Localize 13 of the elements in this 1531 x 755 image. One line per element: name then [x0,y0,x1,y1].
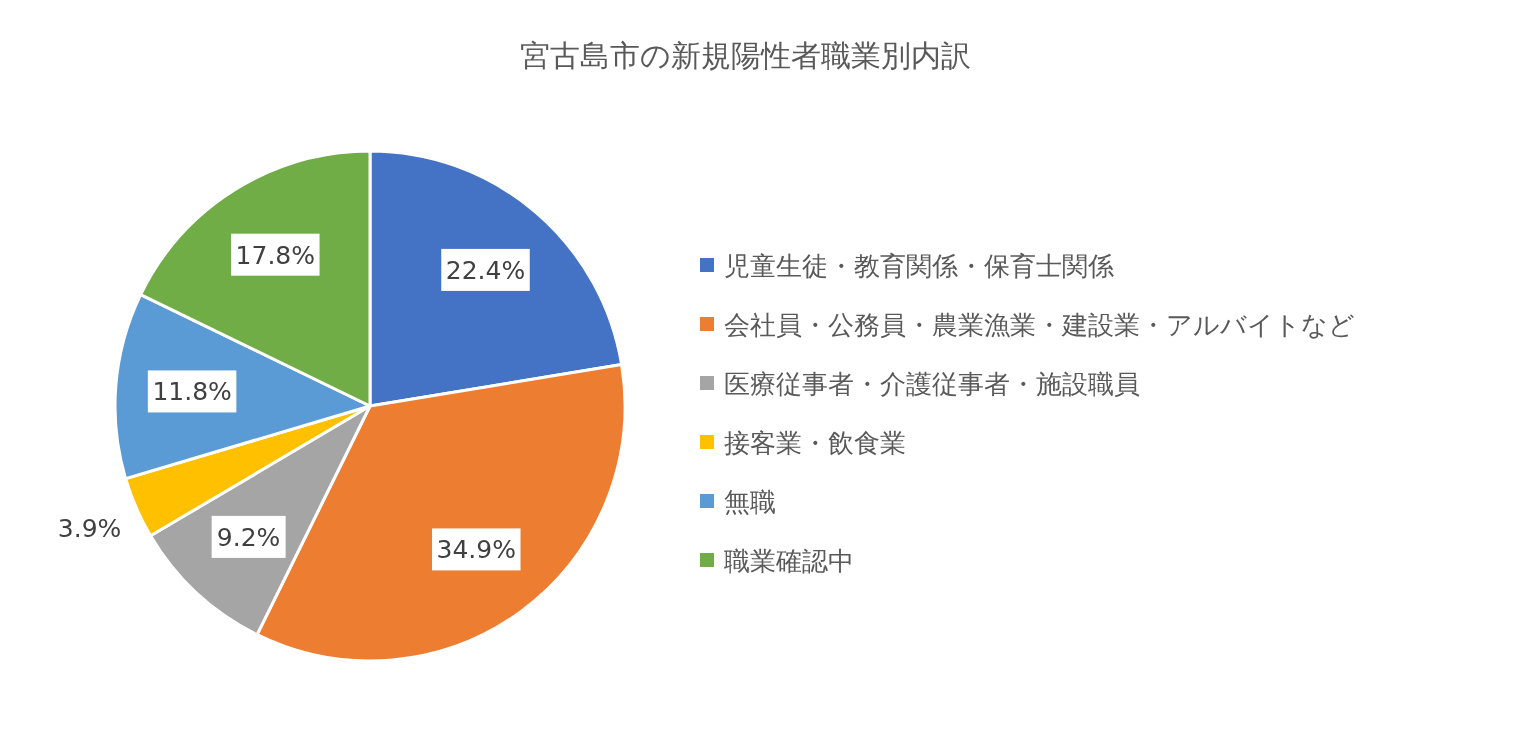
data-label: 34.9% [436,535,516,565]
legend-label: 児童生徒・教育関係・保育士関係 [724,251,1114,281]
legend-label: 職業確認中 [724,546,854,576]
legend-label: 無職 [724,487,776,517]
legend-label: 接客業・飲食業 [724,428,906,458]
data-label: 3.9% [57,514,122,544]
data-label: 11.8% [152,377,232,407]
legend-label: 医療従事者・介護従事者・施設職員 [724,369,1140,399]
chart-title: 宮古島市の新規陽性者職業別内訳 [520,38,971,73]
data-label: 17.8% [235,240,316,270]
data-label: 22.4% [445,255,526,285]
legend-label: 会社員・公務員・農業漁業・建設業・アルバイトなど [724,310,1355,340]
data-label: 9.2% [216,522,281,552]
